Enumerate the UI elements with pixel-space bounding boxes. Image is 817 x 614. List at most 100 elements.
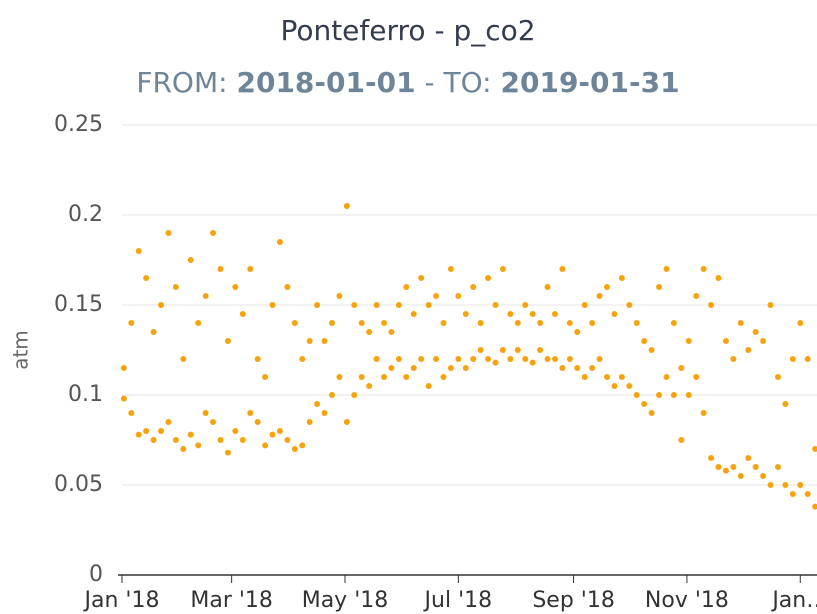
point <box>589 320 596 326</box>
point <box>447 266 454 272</box>
point <box>745 347 752 353</box>
point <box>158 428 165 434</box>
point <box>812 503 817 510</box>
point <box>455 356 462 362</box>
point <box>559 365 566 371</box>
point <box>224 338 231 344</box>
x-tick-label: Jan… <box>770 588 817 613</box>
point <box>782 482 789 488</box>
point <box>306 338 313 344</box>
point <box>477 347 484 353</box>
point <box>314 302 321 308</box>
point <box>247 266 254 272</box>
point <box>745 455 752 461</box>
point <box>715 275 722 281</box>
point <box>499 347 506 353</box>
point <box>752 464 759 470</box>
point <box>618 374 625 380</box>
point <box>678 437 685 443</box>
point <box>656 392 663 398</box>
point <box>172 284 179 290</box>
point <box>262 442 269 449</box>
point <box>366 383 373 389</box>
point <box>462 365 469 371</box>
point <box>447 365 454 371</box>
point <box>165 230 172 236</box>
point <box>358 374 365 380</box>
point <box>507 356 514 362</box>
point <box>604 284 611 290</box>
point <box>507 311 514 317</box>
point <box>626 302 633 308</box>
point <box>485 275 492 281</box>
point <box>774 374 781 380</box>
point <box>440 374 447 380</box>
point <box>544 284 551 290</box>
point <box>514 347 521 353</box>
point <box>685 392 692 398</box>
point <box>752 329 759 335</box>
point <box>537 347 544 353</box>
point <box>158 302 165 308</box>
point <box>693 293 700 299</box>
point <box>336 293 343 299</box>
point <box>343 203 350 209</box>
point <box>210 230 217 236</box>
point <box>648 410 655 416</box>
point <box>708 302 715 308</box>
point <box>670 392 677 398</box>
point <box>663 266 670 272</box>
point <box>455 293 462 299</box>
point <box>381 374 388 380</box>
point <box>670 320 677 326</box>
point <box>678 365 685 371</box>
subtitle-to-label: - TO: <box>425 66 492 99</box>
x-tick-label: Nov '18 <box>645 588 729 613</box>
point <box>187 431 194 438</box>
y-tick-label: 0 <box>89 562 103 587</box>
point <box>403 284 410 290</box>
point <box>269 431 276 438</box>
point <box>120 395 127 402</box>
point <box>485 356 492 362</box>
point <box>693 374 700 380</box>
point <box>358 320 365 326</box>
point <box>381 320 388 326</box>
point <box>551 311 558 317</box>
point <box>299 356 306 362</box>
point <box>195 320 202 326</box>
point <box>656 284 663 290</box>
point <box>722 467 729 474</box>
point <box>351 392 358 398</box>
point <box>254 356 261 362</box>
point <box>797 482 804 488</box>
point <box>410 311 417 317</box>
point <box>373 302 380 308</box>
point <box>529 359 536 366</box>
point <box>232 284 239 290</box>
point <box>373 356 380 362</box>
point <box>143 275 150 281</box>
point <box>492 359 499 366</box>
point <box>165 419 172 425</box>
point <box>782 401 789 407</box>
y-tick-label: 0.1 <box>68 382 103 407</box>
point <box>217 437 224 443</box>
point <box>700 266 707 272</box>
point <box>797 320 804 326</box>
point <box>418 275 425 281</box>
point <box>351 302 358 308</box>
point <box>633 320 640 326</box>
point <box>760 338 767 344</box>
point <box>774 464 781 470</box>
point <box>262 374 269 380</box>
point <box>611 383 618 389</box>
point <box>291 446 298 452</box>
point <box>804 356 811 362</box>
point <box>685 338 692 344</box>
point <box>589 365 596 371</box>
x-tick-label: May '18 <box>302 588 389 613</box>
point <box>299 442 306 449</box>
point <box>336 374 343 380</box>
point <box>172 437 179 443</box>
